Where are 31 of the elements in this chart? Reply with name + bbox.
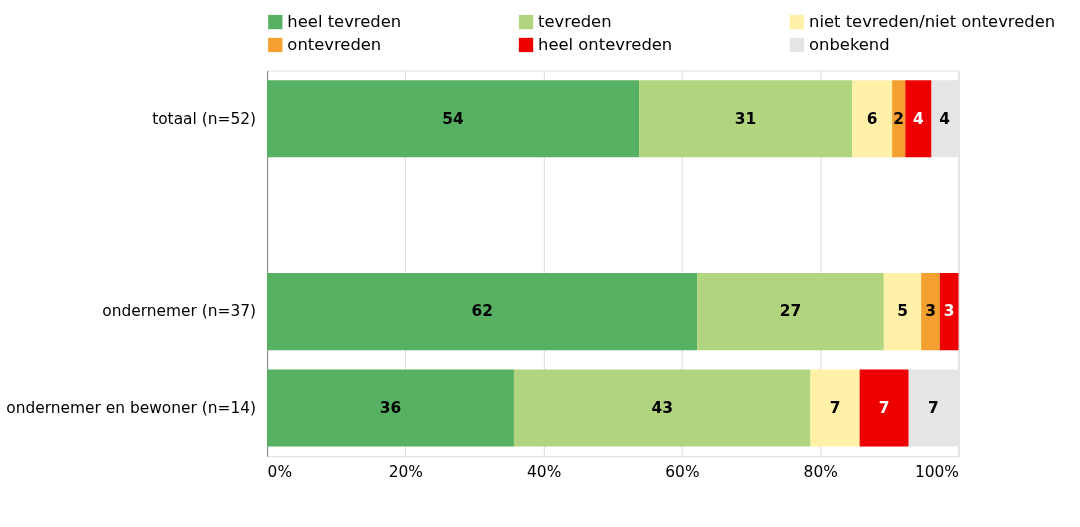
data-label: 43: [651, 398, 673, 417]
legend-label: onbekend: [809, 34, 890, 54]
data-label: 62: [471, 302, 493, 321]
legend-label: heel ontevreden: [538, 34, 673, 54]
x-tick-label: 20%: [388, 462, 423, 481]
legend-label: heel tevreden: [287, 11, 402, 31]
data-label: 6: [866, 109, 878, 128]
y-tick-label: totaal (n=52): [152, 109, 257, 128]
x-tick-label: 80%: [803, 462, 838, 481]
data-label: 7: [927, 398, 939, 417]
data-label: 3: [925, 302, 936, 321]
x-tick-label: 40%: [527, 462, 562, 481]
data-label: 4: [913, 109, 925, 128]
x-tick-label: 100%: [914, 462, 959, 481]
legend-label: ontevreden: [287, 34, 382, 54]
data-label: 7: [829, 398, 841, 417]
data-label: 2: [893, 109, 905, 128]
legend-label: tevreden: [538, 11, 612, 31]
y-tick-label: ondernemer (n=37): [102, 302, 257, 321]
data-label: 5: [897, 302, 908, 321]
data-label: 54: [442, 109, 465, 128]
y-tick-label: ondernemer en bewoner (n=14): [6, 398, 257, 417]
data-label: 4: [939, 109, 951, 128]
legend-label: niet tevreden/niet ontevreden: [809, 11, 1056, 31]
data-label: 36: [379, 398, 402, 417]
data-label: 31: [734, 109, 757, 128]
x-tick-label: 60%: [665, 462, 700, 481]
data-label: 3: [943, 302, 955, 321]
data-label: 27: [779, 302, 802, 321]
x-tick-label: 0%: [267, 462, 293, 481]
data-label: 7: [878, 398, 890, 417]
